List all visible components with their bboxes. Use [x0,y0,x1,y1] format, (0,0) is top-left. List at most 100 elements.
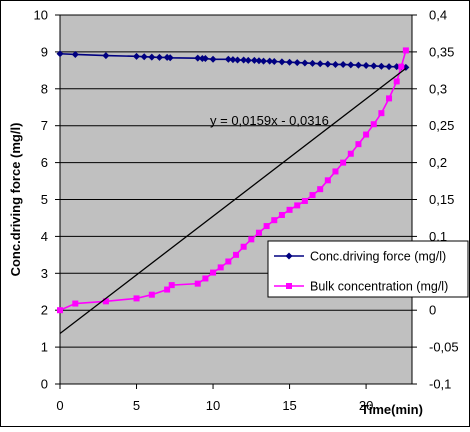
y-axis-title: Conc.driving force (mg/l) [8,123,23,277]
data-point-diamond [377,62,385,70]
y2-tick-label: 0 [429,303,436,318]
y2-tick-label: 0,4 [429,8,447,23]
data-point-square [263,223,270,230]
x-tick-label: 0 [56,398,63,413]
data-point-square [168,282,175,289]
data-point-square [324,177,331,184]
data-point-square [370,121,377,128]
y2-tick-label: 0,3 [429,81,447,96]
data-point-square [248,236,255,243]
data-point-diamond [362,62,370,70]
y2-tick-label: 0,2 [429,155,447,170]
data-point-diamond [354,61,362,69]
data-point-diamond [201,55,209,63]
data-point-square [202,275,209,282]
y-tick-label: 5 [41,192,48,207]
data-point-diamond [155,53,163,61]
data-point-diamond [244,56,252,64]
legend-label: Bulk concentration (mg/l) [310,280,448,294]
data-point-square [225,258,232,265]
legend: Conc.driving force (mg/l) Bulk concentrat… [267,240,469,298]
data-point-diamond [293,59,301,67]
y2-tick-label: 0,25 [429,118,454,133]
y-tick-label: 0 [41,377,48,392]
data-point-diamond [324,60,332,68]
series-line-2 [59,67,407,335]
data-point-square [233,251,239,258]
data-point-square [133,295,140,302]
data-point-diamond [370,62,378,70]
x-tick-label: 15 [282,398,296,413]
data-point-diamond [260,57,268,65]
data-point-square [210,269,217,276]
data-point-diamond [140,53,148,61]
axes [55,14,417,389]
data-point-square [402,47,409,54]
data-point-square [378,110,385,117]
data-point-diamond [347,61,355,69]
data-point-diamond [194,54,202,62]
data-point-diamond [270,57,278,65]
y2-tick-label: -0,05 [429,340,459,355]
data-point-square [278,211,285,218]
data-point-diamond [148,53,156,61]
data-point-square [398,63,405,70]
legend-label: Conc.driving force (mg/l) [310,250,446,264]
data-point-square [301,197,308,204]
data-point-diamond [234,56,242,64]
trendline-equation: y = 0,0159x - 0,0316 [210,113,329,128]
y-tick-label: 9 [41,44,48,59]
data-point-diamond [240,56,248,64]
data-point-diamond [331,60,339,68]
y-tick-label: 10 [34,8,48,23]
x-axis-title: Time(min) [361,402,423,417]
legend-marker [286,283,292,289]
data-point-square [386,95,393,102]
data-point-diamond [278,58,286,66]
data-point-diamond [255,57,263,65]
data-point-square [294,202,301,209]
data-point-diamond [309,59,317,67]
y-tick-label: 2 [41,303,48,318]
data-point-diamond [339,60,347,68]
data-point-square [340,159,347,166]
data-point-square [217,264,224,271]
data-point-diamond [71,50,79,58]
data-point-square [102,298,109,305]
data-point-square [72,300,79,307]
series-layer [56,47,410,335]
y2-tick-label: 0,15 [429,192,454,207]
data-point-diamond [385,63,393,71]
y-tick-label: 1 [41,340,48,355]
data-point-square [363,131,370,138]
y2-tick-label: -0,1 [429,377,451,392]
data-point-square [309,192,316,199]
data-point-square [255,229,262,236]
y-tick-label: 3 [41,266,48,281]
y-tick-label: 6 [41,155,48,170]
data-point-square [347,150,354,157]
y-tick-label: 7 [41,118,48,133]
data-point-diamond [286,58,294,66]
data-point-square [240,243,247,250]
data-point-square [164,286,171,293]
data-point-square [317,186,324,193]
data-point-diamond [224,55,232,63]
y-tick-label: 8 [41,81,48,96]
data-point-square [271,217,278,224]
y-tick-label: 4 [41,229,48,244]
data-point-square [148,291,155,298]
data-point-diamond [316,60,324,68]
data-point-diamond [102,52,110,60]
data-point-square [286,206,293,213]
x-tick-label: 5 [133,398,140,413]
x-tick-label: 10 [206,398,220,413]
data-point-diamond [56,50,64,58]
legend-marker [285,252,293,260]
y2-tick-label: 0,35 [429,44,454,59]
data-point-diamond [133,52,141,60]
data-point-square [57,307,63,314]
data-point-diamond [301,59,309,67]
data-point-diamond [166,54,174,62]
